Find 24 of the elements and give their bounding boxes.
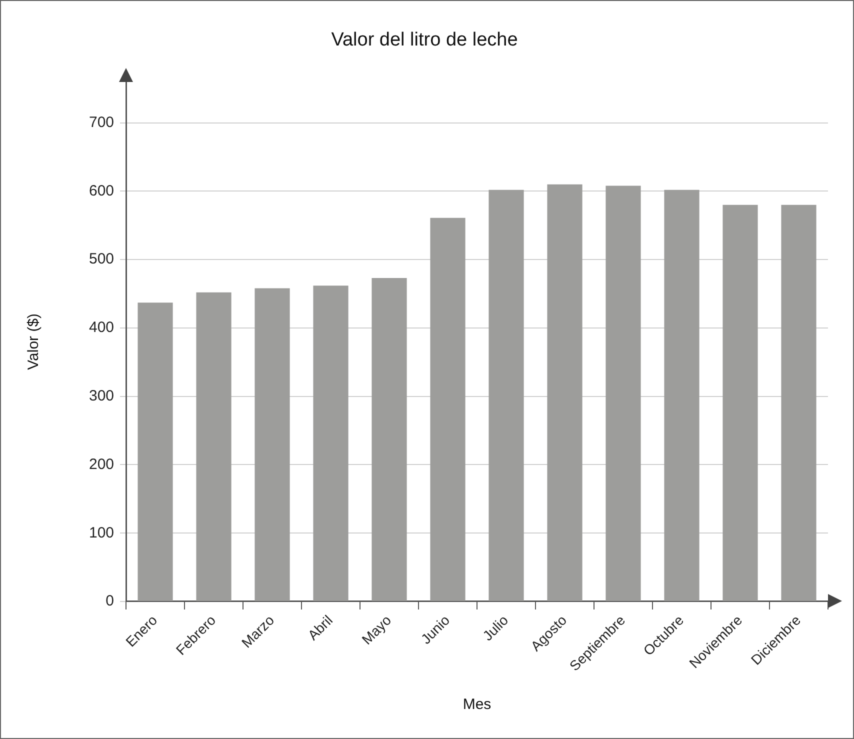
bar xyxy=(664,190,700,601)
y-tick-label: 500 xyxy=(88,250,114,268)
y-tick-label: 600 xyxy=(88,182,114,200)
y-tick-label: 100 xyxy=(88,524,114,542)
y-axis-title: Valor ($) xyxy=(25,313,42,370)
bar xyxy=(254,288,290,601)
chart-title: Valor del litro de leche xyxy=(331,30,518,51)
y-tick-label: 300 xyxy=(88,387,114,404)
x-tick-label: Julio xyxy=(479,612,512,644)
bar xyxy=(138,302,173,601)
bar xyxy=(547,184,582,601)
bar xyxy=(781,204,816,601)
bar xyxy=(196,292,232,601)
y-tick-label: 400 xyxy=(88,319,114,336)
x-axis-title: Mes xyxy=(462,696,492,714)
bar xyxy=(372,278,407,601)
bar xyxy=(430,218,466,601)
bar xyxy=(488,190,524,601)
y-tick-label: 0 xyxy=(106,592,114,610)
y-tick-label: 200 xyxy=(88,456,114,473)
bar xyxy=(606,186,641,601)
bar xyxy=(722,204,758,601)
bar xyxy=(313,286,348,601)
y-tick-label: 700 xyxy=(88,114,114,131)
